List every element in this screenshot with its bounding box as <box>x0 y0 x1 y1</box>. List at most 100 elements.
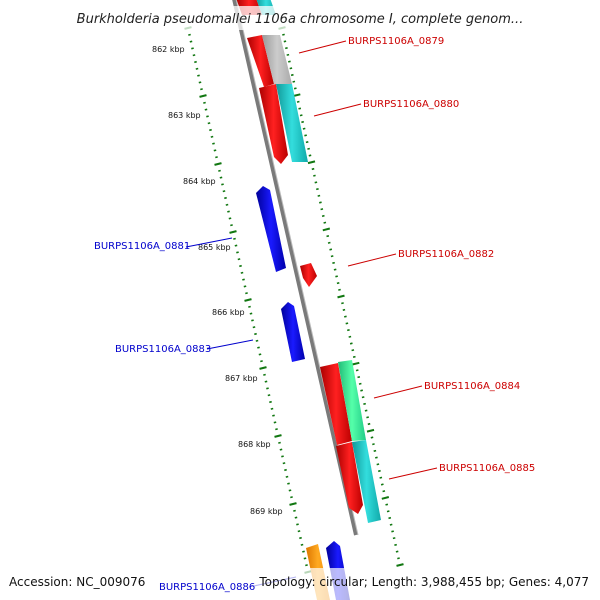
track-dot <box>249 312 253 315</box>
gene-label-0884[interactable]: BURPS1106A_0884 <box>424 381 520 392</box>
gene-label-0885[interactable]: BURPS1106A_0885 <box>439 463 535 474</box>
track-dot <box>391 530 394 533</box>
track-dot <box>299 536 302 540</box>
track-dot <box>288 60 291 63</box>
track-dot <box>332 261 335 264</box>
topology-text: Topology: circular; Length: 3,988,455 bp… <box>258 575 589 589</box>
track-dot <box>348 335 352 338</box>
track-dot <box>364 409 368 412</box>
track-dot <box>278 441 281 444</box>
track-dot <box>283 40 287 43</box>
track-dot <box>199 94 207 98</box>
track-dot <box>197 74 200 77</box>
track-dot <box>244 298 252 302</box>
track-dot <box>380 483 384 486</box>
track-dot <box>274 434 282 438</box>
track-dot <box>341 302 344 305</box>
track-dot <box>203 101 206 104</box>
gene-labels: BURPS1106A_0879 BURPS1106A_0880 BURPS110… <box>94 36 535 474</box>
track-dot <box>338 288 341 291</box>
track-dot <box>305 564 308 567</box>
track-dot <box>236 251 239 254</box>
track-dot <box>302 550 305 553</box>
track-dot <box>358 382 362 385</box>
genome-backbone <box>232 0 358 536</box>
gene-block-0879[interactable] <box>247 35 292 87</box>
track-dot <box>360 389 363 392</box>
track-dot <box>293 87 297 90</box>
track-dot <box>388 516 392 520</box>
track-dot <box>382 490 386 493</box>
track-dot <box>366 416 369 419</box>
gene-block-0884[interactable] <box>320 360 366 445</box>
track-dot <box>282 462 286 465</box>
track-dot <box>279 448 283 451</box>
ticks-group: 862 kbp 863 kbp 864 kbp 865 kbp 866 kbp … <box>152 45 283 516</box>
gene-label-0886[interactable]: BURPS1106A_0886 <box>159 582 255 593</box>
track-dot <box>234 244 238 247</box>
track-dot <box>273 421 277 424</box>
gene-block-0885[interactable] <box>336 440 381 523</box>
track-dot <box>225 203 229 206</box>
track-dot <box>397 557 400 560</box>
track-dot <box>275 428 278 431</box>
track-dot <box>389 523 393 526</box>
right-dotted-track <box>278 26 404 567</box>
track-dot <box>286 53 290 56</box>
track-dot <box>370 436 374 439</box>
track-dot <box>344 315 347 318</box>
track-dot <box>215 156 218 159</box>
tick-label: 864 kbp <box>183 177 216 186</box>
track-dot <box>367 422 371 426</box>
track-dot <box>251 319 254 322</box>
track-dot <box>240 271 244 274</box>
track-dot <box>281 455 284 458</box>
track-dot <box>195 67 199 70</box>
accession-text: Accession: NC_009076 <box>9 575 145 589</box>
track-dot <box>258 353 262 356</box>
track-dot <box>207 122 211 125</box>
tick-label: 865 kbp <box>198 243 231 252</box>
track-dot <box>378 469 381 473</box>
track-dot <box>394 543 397 546</box>
track-dot <box>267 394 271 397</box>
tick-label: 868 kbp <box>238 440 271 449</box>
track-dot <box>335 275 338 278</box>
track-dot <box>307 147 310 150</box>
track-dot <box>259 366 267 370</box>
track-dot <box>329 248 333 251</box>
track-dot <box>372 443 375 446</box>
gene-label-0879[interactable]: BURPS1106A_0879 <box>348 36 444 47</box>
track-dot <box>284 468 287 472</box>
track-dot <box>224 196 227 200</box>
gene-label-0881[interactable]: BURPS1106A_0881 <box>94 241 190 252</box>
left-dotted-track <box>184 26 312 574</box>
track-dot <box>351 349 355 352</box>
track-dot <box>254 332 257 336</box>
track-dot <box>327 241 331 244</box>
track-dot <box>321 214 325 218</box>
track-dot <box>252 326 256 329</box>
gene-label-0882[interactable]: BURPS1106A_0882 <box>398 249 494 260</box>
track-dot <box>349 342 353 345</box>
track-dot <box>219 176 223 179</box>
track-dot <box>287 482 290 485</box>
gene-label-0880[interactable]: BURPS1106A_0880 <box>363 99 459 110</box>
track-dot <box>395 550 399 553</box>
gene-block-0882[interactable] <box>300 263 317 287</box>
track-dot <box>270 407 274 410</box>
gene-block-0881[interactable] <box>256 186 286 272</box>
gene-label-0883[interactable]: BURPS1106A_0883 <box>115 344 211 355</box>
track-dot <box>269 400 272 404</box>
track-dot <box>200 88 203 91</box>
track-dot <box>313 174 316 177</box>
track-dot <box>323 221 327 224</box>
track-dot <box>314 181 318 184</box>
gene-block-0880[interactable] <box>259 84 308 164</box>
track-dot <box>293 509 296 512</box>
track-dot <box>330 255 334 258</box>
gene-block-0883[interactable] <box>281 302 305 362</box>
track-dot <box>198 81 202 84</box>
track-dot <box>333 268 337 271</box>
